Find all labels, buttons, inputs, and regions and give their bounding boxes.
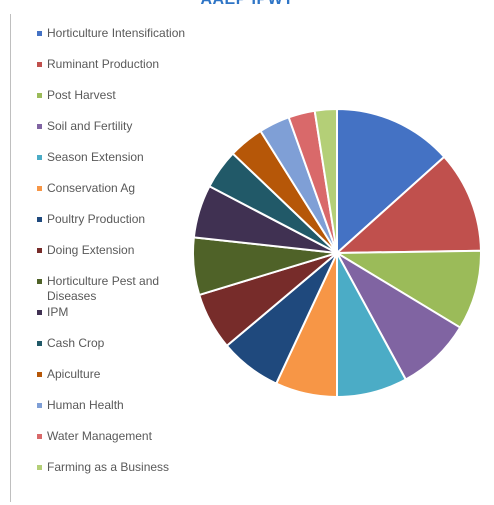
legend-swatch (37, 310, 42, 315)
legend-swatch (37, 155, 42, 160)
legend-swatch (37, 186, 42, 191)
legend-label: Post Harvest (47, 88, 116, 102)
legend-swatch (37, 465, 42, 470)
legend-swatch (37, 31, 42, 36)
legend-item: Soil and Fertility (37, 119, 187, 134)
plot-area-border (10, 14, 11, 502)
pie-chart (192, 107, 482, 399)
legend-swatch (37, 124, 42, 129)
legend-item: Horticulture Pest and Diseases (37, 274, 187, 304)
legend-label: Horticulture Intensification (47, 26, 186, 40)
legend-item: Poultry Production (37, 212, 187, 227)
legend-label: Farming as a Business (47, 460, 170, 474)
pie-slice (313, 107, 338, 254)
legend-item: Doing Extension (37, 243, 187, 258)
legend-label: Season Extension (47, 150, 144, 164)
legend-label: Poultry Production (47, 212, 146, 226)
legend-item: Human Health (37, 398, 187, 413)
legend-label: IPM (47, 305, 69, 319)
legend-label: Doing Extension (47, 243, 135, 257)
legend-item: Season Extension (37, 150, 187, 165)
legend-swatch (37, 434, 42, 439)
chart-title: AAEP IPWT (0, 0, 494, 9)
legend-item: Horticulture Intensification (37, 26, 187, 41)
pie-slice (336, 107, 446, 256)
legend-swatch (37, 248, 42, 253)
legend-swatch (37, 279, 42, 284)
pie-slice (334, 155, 482, 255)
legend-item: Post Harvest (37, 88, 187, 103)
legend-label: Cash Crop (47, 336, 105, 350)
legend-label: Soil and Fertility (47, 119, 133, 133)
legend-swatch (37, 341, 42, 346)
legend-item: Ruminant Production (37, 57, 187, 72)
legend-label: Human Health (47, 398, 124, 412)
legend-item: Farming as a Business (37, 460, 187, 475)
legend-label: Ruminant Production (47, 57, 160, 71)
legend-swatch (37, 93, 42, 98)
legend-item: Water Management (37, 429, 187, 444)
legend-swatch (37, 403, 42, 408)
legend-swatch (37, 62, 42, 67)
legend-item: Apiculture (37, 367, 187, 382)
legend-swatch (37, 217, 42, 222)
legend-label: Conservation Ag (47, 181, 136, 195)
legend-swatch (37, 372, 42, 377)
legend-item: Conservation Ag (37, 181, 187, 196)
legend-label: Apiculture (47, 367, 101, 381)
pie-slice (333, 249, 482, 329)
legend-label: Water Management (47, 429, 152, 443)
legend-item: Cash Crop (37, 336, 187, 351)
legend-item: IPM (37, 305, 187, 320)
legend-label: Horticulture Pest and Diseases (47, 274, 160, 303)
